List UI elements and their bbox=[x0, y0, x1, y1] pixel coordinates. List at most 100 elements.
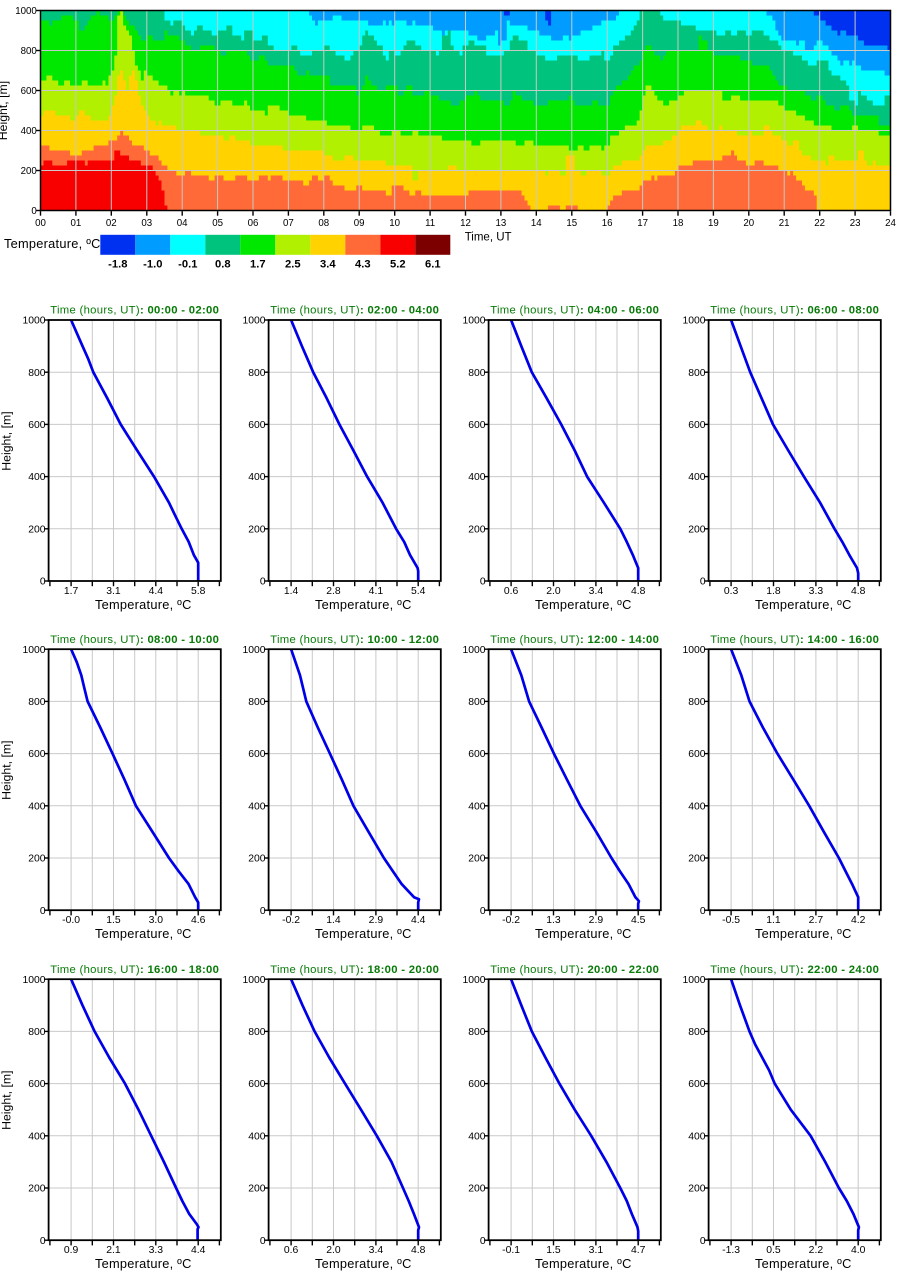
svg-text:Time (hours, UT): 08:00 - 10:0: Time (hours, UT): 08:00 - 10:00 bbox=[50, 634, 219, 646]
svg-text:0: 0 bbox=[40, 1236, 46, 1247]
svg-text:2.9: 2.9 bbox=[589, 915, 604, 926]
svg-text:00: 00 bbox=[35, 218, 46, 229]
svg-text:1.5: 1.5 bbox=[106, 915, 121, 926]
svg-text:200: 200 bbox=[248, 854, 266, 865]
svg-text:Time (hours, UT): 20:00 - 22:0: Time (hours, UT): 20:00 - 22:00 bbox=[490, 964, 659, 976]
svg-text:3.3: 3.3 bbox=[809, 586, 824, 597]
svg-text:Temperature, ºC: Temperature, ºC bbox=[315, 597, 412, 612]
svg-text:Time, UT: Time, UT bbox=[465, 232, 512, 244]
svg-text:07: 07 bbox=[283, 218, 294, 229]
svg-text:Temperature, ºC: Temperature, ºC bbox=[95, 926, 192, 941]
svg-text:Temperature, ºC: Temperature, ºC bbox=[535, 597, 632, 612]
svg-text:0.6: 0.6 bbox=[284, 1245, 299, 1256]
svg-text:1000: 1000 bbox=[22, 316, 45, 327]
svg-text:4.3: 4.3 bbox=[355, 259, 371, 271]
svg-text:-1.3: -1.3 bbox=[722, 1245, 740, 1256]
svg-text:6.1: 6.1 bbox=[425, 259, 441, 271]
svg-text:800: 800 bbox=[248, 697, 266, 708]
svg-text:1000: 1000 bbox=[15, 6, 37, 17]
svg-text:23: 23 bbox=[850, 218, 861, 229]
svg-text:4.4: 4.4 bbox=[411, 915, 426, 926]
svg-text:Temperature, ºC: Temperature, ºC bbox=[95, 1256, 192, 1271]
svg-text:2.7: 2.7 bbox=[809, 915, 824, 926]
svg-text:1000: 1000 bbox=[462, 645, 485, 656]
svg-text:0: 0 bbox=[40, 906, 46, 917]
svg-text:Time (hours, UT): 16:00 - 18:0: Time (hours, UT): 16:00 - 18:00 bbox=[50, 964, 219, 976]
svg-text:800: 800 bbox=[28, 368, 46, 379]
svg-text:200: 200 bbox=[28, 524, 46, 535]
svg-text:400: 400 bbox=[248, 472, 266, 483]
svg-text:15: 15 bbox=[566, 218, 577, 229]
svg-text:Height, [m]: Height, [m] bbox=[0, 81, 10, 140]
svg-text:800: 800 bbox=[248, 1027, 266, 1038]
svg-text:600: 600 bbox=[28, 420, 46, 431]
svg-text:1.4: 1.4 bbox=[284, 586, 299, 597]
svg-text:Temperature, ºC: Temperature, ºC bbox=[755, 1256, 852, 1271]
svg-text:13: 13 bbox=[496, 218, 507, 229]
svg-text:800: 800 bbox=[468, 368, 486, 379]
svg-text:200: 200 bbox=[468, 524, 486, 535]
svg-text:4.8: 4.8 bbox=[631, 586, 646, 597]
svg-text:-0.5: -0.5 bbox=[722, 915, 740, 926]
svg-text:14: 14 bbox=[531, 218, 542, 229]
svg-text:01: 01 bbox=[71, 218, 82, 229]
svg-text:4.1: 4.1 bbox=[369, 586, 384, 597]
svg-text:200: 200 bbox=[688, 1184, 706, 1195]
svg-text:200: 200 bbox=[28, 1184, 46, 1195]
svg-text:400: 400 bbox=[468, 801, 486, 812]
svg-text:Time (hours, UT): 06:00 - 08:0: Time (hours, UT): 06:00 - 08:00 bbox=[710, 305, 879, 317]
svg-text:Time (hours, UT): 02:00 - 04:0: Time (hours, UT): 02:00 - 04:00 bbox=[270, 305, 439, 317]
svg-text:0.9: 0.9 bbox=[64, 1245, 79, 1256]
svg-text:Temperature, ºC: Temperature, ºC bbox=[4, 236, 101, 251]
svg-text:200: 200 bbox=[248, 524, 266, 535]
svg-text:4.8: 4.8 bbox=[851, 586, 866, 597]
svg-text:-0.1: -0.1 bbox=[502, 1245, 520, 1256]
svg-text:19: 19 bbox=[708, 218, 719, 229]
svg-text:200: 200 bbox=[248, 1184, 266, 1195]
svg-text:Time (hours, UT): 14:00 - 16:0: Time (hours, UT): 14:00 - 16:00 bbox=[710, 634, 879, 646]
svg-text:800: 800 bbox=[28, 697, 46, 708]
svg-text:2.0: 2.0 bbox=[326, 1245, 341, 1256]
svg-text:800: 800 bbox=[688, 1027, 706, 1038]
svg-text:1.4: 1.4 bbox=[326, 915, 341, 926]
svg-text:1.8: 1.8 bbox=[766, 586, 781, 597]
svg-text:400: 400 bbox=[248, 1131, 266, 1142]
svg-text:4.7: 4.7 bbox=[631, 1245, 646, 1256]
svg-text:0.8: 0.8 bbox=[215, 259, 231, 271]
svg-text:800: 800 bbox=[688, 697, 706, 708]
svg-text:600: 600 bbox=[248, 749, 266, 760]
svg-text:4.5: 4.5 bbox=[631, 915, 646, 926]
svg-text:21: 21 bbox=[779, 218, 790, 229]
svg-text:200: 200 bbox=[468, 854, 486, 865]
svg-text:600: 600 bbox=[468, 420, 486, 431]
svg-text:400: 400 bbox=[248, 801, 266, 812]
svg-text:800: 800 bbox=[468, 1027, 486, 1038]
svg-text:1.3: 1.3 bbox=[546, 915, 561, 926]
svg-text:4.4: 4.4 bbox=[191, 1245, 206, 1256]
svg-text:200: 200 bbox=[468, 1184, 486, 1195]
svg-text:Height, [m]: Height, [m] bbox=[0, 740, 14, 799]
svg-text:20: 20 bbox=[743, 218, 754, 229]
svg-text:1.5: 1.5 bbox=[546, 1245, 561, 1256]
svg-text:16: 16 bbox=[602, 218, 613, 229]
svg-text:3.0: 3.0 bbox=[149, 915, 164, 926]
svg-text:1.1: 1.1 bbox=[766, 915, 781, 926]
svg-text:08: 08 bbox=[318, 218, 329, 229]
svg-text:Time (hours, UT): 04:00 - 06:0: Time (hours, UT): 04:00 - 06:00 bbox=[490, 305, 659, 317]
svg-text:400: 400 bbox=[688, 801, 706, 812]
svg-text:Time (hours, UT): 22:00 - 24:0: Time (hours, UT): 22:00 - 24:00 bbox=[710, 964, 879, 976]
svg-text:0: 0 bbox=[260, 577, 266, 588]
svg-text:0.3: 0.3 bbox=[724, 586, 739, 597]
svg-text:2.5: 2.5 bbox=[285, 259, 301, 271]
svg-text:Temperature, ºC: Temperature, ºC bbox=[315, 1256, 412, 1271]
svg-text:2.1: 2.1 bbox=[106, 1245, 121, 1256]
svg-text:400: 400 bbox=[21, 126, 38, 137]
svg-text:06: 06 bbox=[248, 218, 259, 229]
svg-text:Height, [m]: Height, [m] bbox=[0, 411, 14, 470]
svg-text:03: 03 bbox=[141, 218, 152, 229]
svg-text:Temperature, ºC: Temperature, ºC bbox=[755, 597, 852, 612]
svg-text:400: 400 bbox=[688, 472, 706, 483]
svg-text:800: 800 bbox=[248, 368, 266, 379]
svg-text:5.4: 5.4 bbox=[411, 586, 426, 597]
svg-text:2.9: 2.9 bbox=[369, 915, 384, 926]
